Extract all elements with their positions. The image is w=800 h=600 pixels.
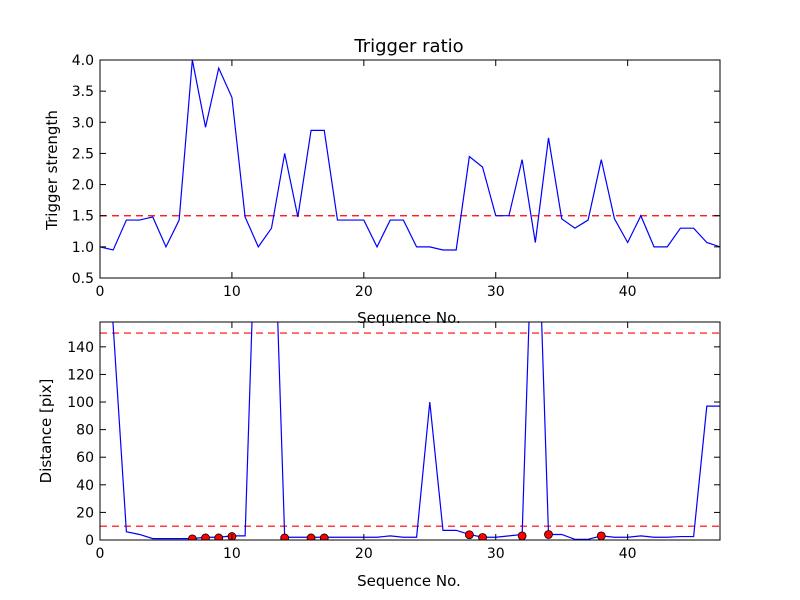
plot-contents xyxy=(100,322,720,540)
x-tick-label: 0 xyxy=(96,546,105,562)
plot-area: 0 10 20 30 40 0.5 1.0 1.5 2.0 2.5 3.0 3.5 4.0 xyxy=(72,53,721,300)
y-tick-label: 100 xyxy=(67,395,94,411)
data-point-marker xyxy=(214,533,224,540)
x-tick-label: 0 xyxy=(96,284,105,300)
x-tick-label: 10 xyxy=(223,284,241,300)
y-tick-label: 0.5 xyxy=(72,271,94,287)
x-tick-label: 40 xyxy=(619,546,637,562)
y-tick-label: 140 xyxy=(67,340,94,356)
chart-title: Trigger ratio xyxy=(353,36,463,57)
series-line xyxy=(100,60,720,251)
y-tick-label: 1.5 xyxy=(72,209,94,225)
y-tick-label: 0 xyxy=(85,533,94,549)
data-point-marker xyxy=(544,530,553,539)
data-point-marker xyxy=(201,533,210,540)
x-axis-label: Sequence No. xyxy=(357,309,461,327)
y-tick-label: 80 xyxy=(76,423,94,439)
y-tick-label: 3.5 xyxy=(72,84,94,100)
data-point-marker xyxy=(517,531,527,540)
data-point-marker xyxy=(464,530,474,540)
y-tick-label: 2.5 xyxy=(72,146,94,162)
y-tick-label: 1.0 xyxy=(72,240,94,256)
y-axis-label: Trigger strength xyxy=(43,110,61,231)
y-tick-label: 3.0 xyxy=(72,115,94,131)
x-tick-label: 30 xyxy=(487,284,505,300)
distance-chart: Sequence No. Distance [pix] 0 10 20 30 40 0 20… xyxy=(37,321,721,590)
axes-frame xyxy=(99,321,721,541)
plot-contents xyxy=(100,60,720,251)
axes-frame xyxy=(99,59,721,279)
data-point-marker xyxy=(280,533,290,540)
x-tick-label: 40 xyxy=(619,284,637,300)
y-tick-label: 20 xyxy=(76,505,94,521)
data-point-marker xyxy=(187,534,197,540)
x-tick-label: 20 xyxy=(355,284,373,300)
plot-area: 0 10 20 30 40 0 20 40 60 80 100 120 140 xyxy=(67,321,721,562)
y-tick-label: 40 xyxy=(76,478,94,494)
y-tick-label: 120 xyxy=(67,367,94,383)
y-tick-label: 2.0 xyxy=(72,178,94,194)
x-axis-label: Sequence No. xyxy=(357,572,461,590)
x-tick-label: 30 xyxy=(487,546,505,562)
x-tick-label: 10 xyxy=(223,546,241,562)
data-point-marker xyxy=(306,533,316,540)
y-tick-label: 4.0 xyxy=(72,53,94,69)
data-point-marker xyxy=(596,531,606,540)
y-axis-label: Distance [pix] xyxy=(37,379,55,484)
data-point-marker xyxy=(478,533,487,540)
trigger-ratio-chart: Trigger ratio Sequence No. Trigger stren… xyxy=(43,36,721,327)
y-tick-label: 60 xyxy=(76,450,94,466)
x-tick-label: 20 xyxy=(355,546,373,562)
data-point-marker xyxy=(319,533,329,540)
